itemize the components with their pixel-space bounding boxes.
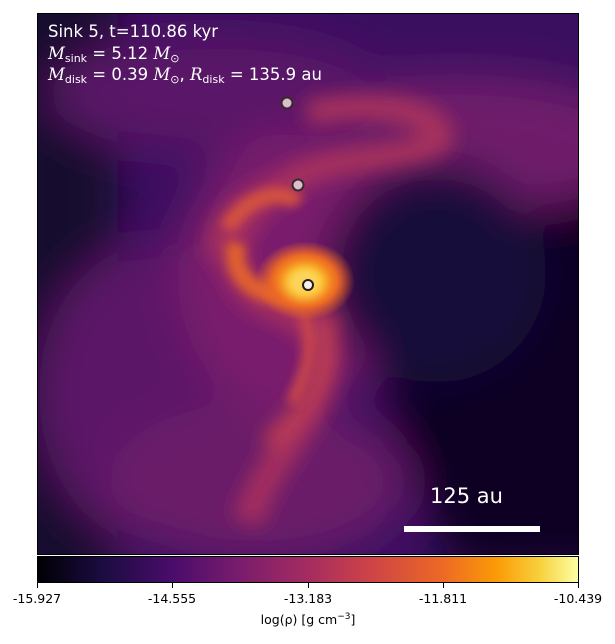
colorbar-tick-label: -11.811 bbox=[418, 591, 468, 606]
disk-radius-sub: disk bbox=[202, 73, 225, 86]
colorbar-tick bbox=[172, 583, 173, 588]
density-image bbox=[38, 14, 578, 554]
colorbar-tick bbox=[37, 583, 38, 588]
disk-mass-symbol: M bbox=[48, 65, 65, 84]
density-map-panel: Sink 5, t=110.86 kyr Msink = 5.12 M⊙ Mdi… bbox=[37, 13, 579, 555]
sink-marker-primary bbox=[302, 279, 314, 291]
colorbar-tick bbox=[443, 583, 444, 588]
colorbar bbox=[37, 556, 579, 583]
sink-marker bbox=[291, 178, 305, 192]
colorbar-label-end: ] bbox=[350, 612, 356, 628]
disk-line: Mdisk = 0.39 M⊙, Rdisk = 135.9 au bbox=[48, 65, 322, 86]
sink-mass-line: Msink = 5.12 M⊙ bbox=[48, 44, 179, 69]
colorbar-tick-label: -10.439 bbox=[553, 591, 603, 606]
disk-mass-value: = 0.39 bbox=[92, 65, 149, 84]
scale-bar-label: 125 au bbox=[430, 484, 503, 508]
msun-symbol: M bbox=[153, 44, 171, 63]
sink-mass-sub: sink bbox=[64, 52, 88, 65]
colorbar-tick-label: -14.555 bbox=[147, 591, 197, 606]
disk-radius-symbol: R bbox=[189, 65, 203, 84]
colorbar-label-main: log(ρ) [g cm bbox=[260, 612, 338, 628]
sink-marker bbox=[280, 96, 294, 110]
disk-mass-sub: disk bbox=[64, 73, 88, 86]
scale-bar bbox=[404, 526, 540, 532]
msun-sub-2: ⊙ bbox=[170, 73, 180, 86]
sink-mass-symbol: M bbox=[48, 44, 65, 63]
colorbar-tick-label: -15.927 bbox=[12, 591, 62, 606]
sink-mass-value: = 5.12 bbox=[92, 44, 149, 63]
colorbar-label: log(ρ) [g cm−3] bbox=[261, 612, 356, 627]
colorbar-tick-label: -13.183 bbox=[283, 591, 333, 606]
msun-sub: ⊙ bbox=[170, 52, 180, 65]
msun-symbol-2: M bbox=[153, 65, 171, 84]
colorbar-tick bbox=[578, 583, 579, 588]
colorbar-label-exponent: −3 bbox=[337, 612, 351, 622]
colorbar-tick bbox=[308, 583, 309, 588]
panel-title: Sink 5, t=110.86 kyr bbox=[48, 22, 219, 41]
disk-radius-value: = 135.9 au bbox=[229, 65, 322, 84]
